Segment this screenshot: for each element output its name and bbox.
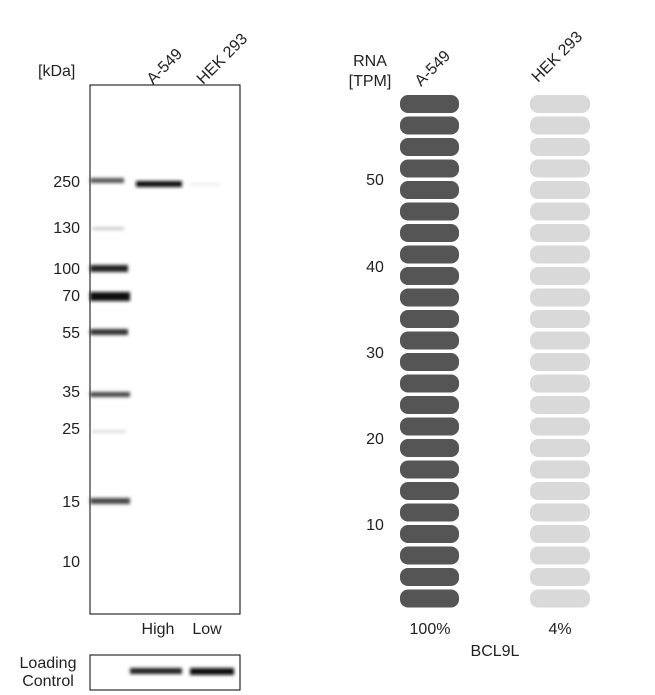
pill [530, 331, 590, 350]
marker-labels: 250 130 100 70 55 35 25 15 10 [53, 174, 80, 571]
pill [400, 288, 459, 307]
pill [400, 138, 459, 156]
rna-pills [400, 95, 590, 608]
pill [530, 525, 590, 543]
pill [400, 546, 459, 565]
pill [530, 267, 590, 285]
sample-band [136, 181, 182, 187]
pill [530, 288, 590, 307]
pill [530, 353, 590, 371]
pill [530, 546, 590, 565]
band [90, 498, 130, 504]
gene-name: BCL9L [471, 643, 520, 660]
pill [530, 116, 590, 135]
band [130, 668, 182, 674]
percentage: 4% [548, 621, 571, 638]
level-label: High [142, 621, 175, 638]
pill [400, 525, 459, 543]
loading-label: Loading [20, 655, 77, 672]
level-label: Low [192, 621, 222, 638]
band [90, 329, 128, 335]
percentage: 100% [410, 621, 451, 638]
marker-bands [90, 178, 220, 504]
pill [530, 95, 590, 113]
pill [400, 353, 459, 371]
marker-label: 70 [62, 288, 80, 305]
pill [400, 245, 459, 264]
pill [400, 267, 459, 285]
pill [400, 482, 459, 500]
pill [530, 568, 590, 586]
band [90, 392, 130, 397]
pill [400, 331, 459, 350]
rna-tick-label: 20 [366, 431, 384, 448]
marker-label: 100 [53, 261, 80, 278]
marker-label: 130 [53, 220, 80, 237]
rna-ticks: 50 40 30 20 10 [366, 172, 384, 534]
band [90, 292, 130, 301]
cell-line-label: A-549 [412, 48, 454, 90]
band [92, 227, 124, 230]
band [90, 178, 124, 183]
pill [400, 439, 459, 457]
marker-label: 250 [53, 174, 80, 191]
pill [530, 396, 590, 414]
band [90, 265, 128, 272]
pill [400, 95, 459, 113]
rna-tick-label: 50 [366, 172, 384, 189]
pill [400, 568, 459, 586]
pill [530, 202, 590, 221]
loading-label: Control [22, 673, 74, 690]
lane-label: HEK 293 [194, 30, 251, 87]
pill [400, 159, 459, 178]
pill [530, 224, 590, 242]
pill [400, 224, 459, 242]
rna-tick-label: 40 [366, 259, 384, 276]
pill [400, 460, 459, 479]
cell-line-label: HEK 293 [529, 28, 586, 85]
pill [400, 417, 459, 436]
loading-bands [130, 668, 234, 675]
pill [400, 202, 459, 221]
marker-label: 15 [62, 494, 80, 511]
band [92, 430, 126, 433]
sample-band [190, 183, 220, 186]
rna-tick-label: 10 [366, 517, 384, 534]
pill [400, 503, 459, 522]
marker-label: 35 [62, 384, 80, 401]
pill [530, 503, 590, 522]
pill [530, 310, 590, 328]
marker-label: 25 [62, 421, 80, 438]
rna-tick-label: 30 [366, 345, 384, 362]
pill [530, 460, 590, 479]
marker-label: 10 [62, 554, 80, 571]
pill [400, 181, 459, 199]
rna-label: RNA [353, 53, 387, 70]
pill [400, 589, 459, 608]
pill [400, 310, 459, 328]
pill [400, 116, 459, 135]
band [190, 668, 234, 675]
pill [400, 396, 459, 414]
lane-label: A-549 [144, 46, 186, 88]
pill [530, 589, 590, 608]
pill [530, 159, 590, 178]
pill [530, 482, 590, 500]
pill [530, 245, 590, 264]
pill [530, 439, 590, 457]
pill [530, 138, 590, 156]
marker-label: 55 [62, 325, 80, 342]
pill [530, 181, 590, 199]
rna-label: [TPM] [349, 73, 392, 90]
pill [400, 374, 459, 393]
pill [530, 374, 590, 393]
blot-panel [89, 84, 241, 615]
unit-label: [kDa] [38, 63, 75, 80]
pill [530, 417, 590, 436]
